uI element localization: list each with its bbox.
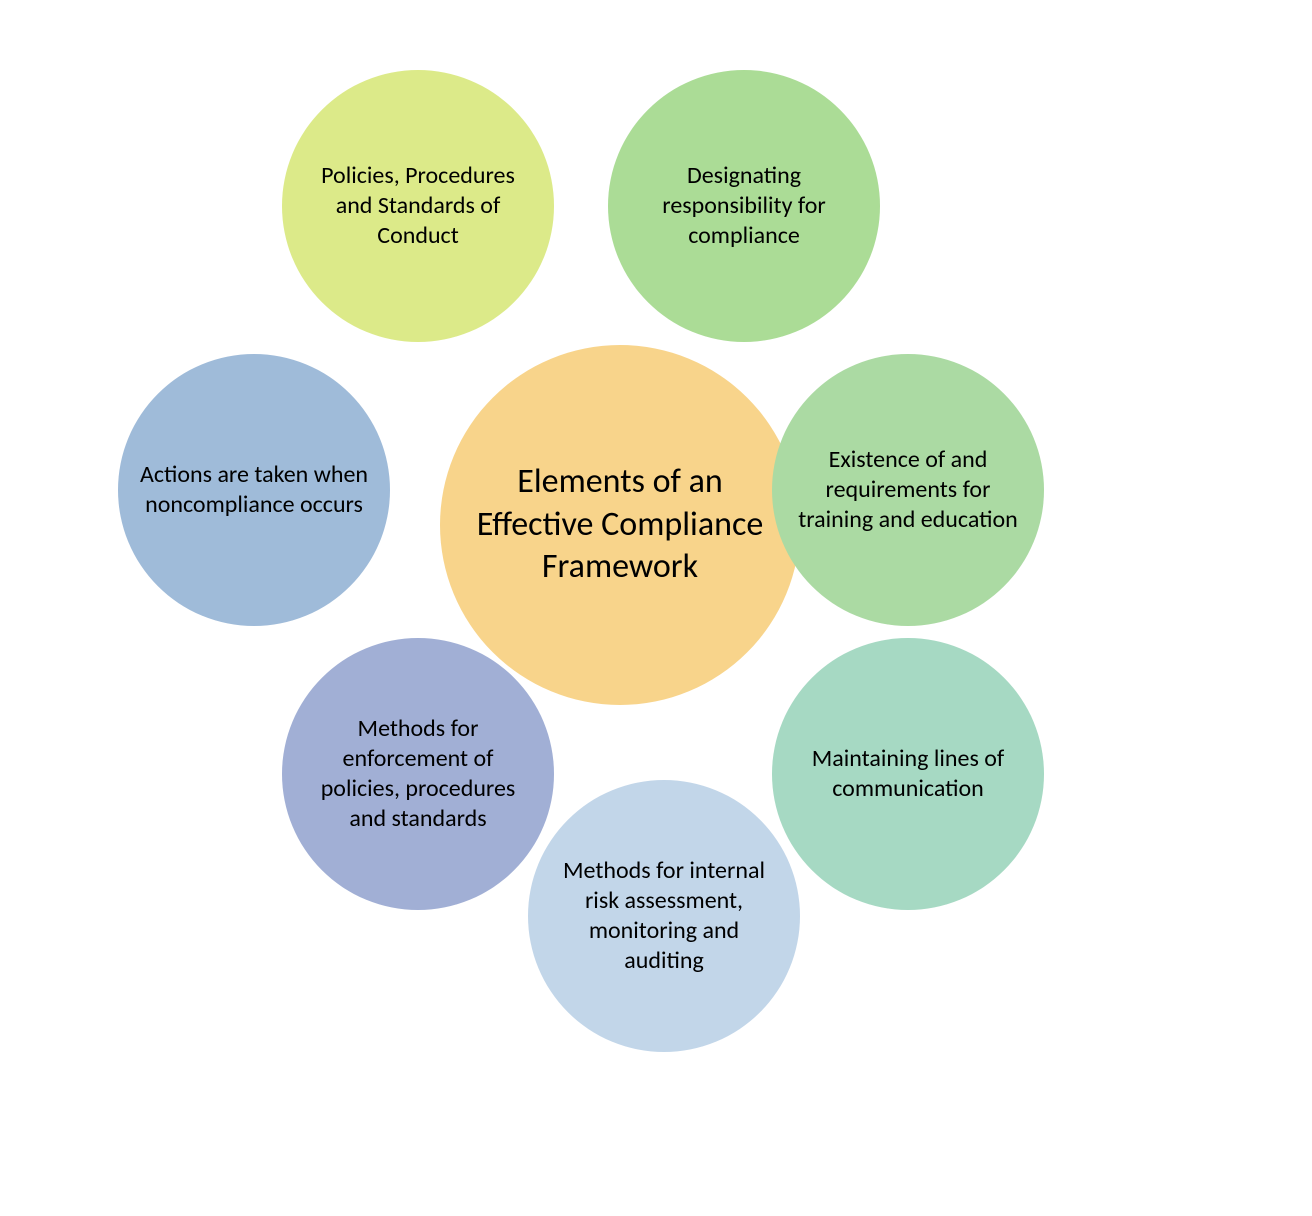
compliance-diagram: Elements of an Effective Compliance Fram…	[0, 0, 1312, 1216]
center-circle: Elements of an Effective Compliance Fram…	[440, 345, 800, 705]
outer-circle-enforcement: Methods for enforcement of policies, pro…	[282, 638, 554, 910]
outer-circle-responsibility: Designating responsibility for complianc…	[608, 70, 880, 342]
outer-circle-training: Existence of and requirements for traini…	[772, 354, 1044, 626]
outer-circle-policies: Policies, Procedures and Standards of Co…	[282, 70, 554, 342]
outer-circle-risk: Methods for internal risk assessment, mo…	[528, 780, 800, 1052]
outer-circle-actions: Actions are taken when noncompliance occ…	[118, 354, 390, 626]
outer-circle-communication: Maintaining lines of communication	[772, 638, 1044, 910]
